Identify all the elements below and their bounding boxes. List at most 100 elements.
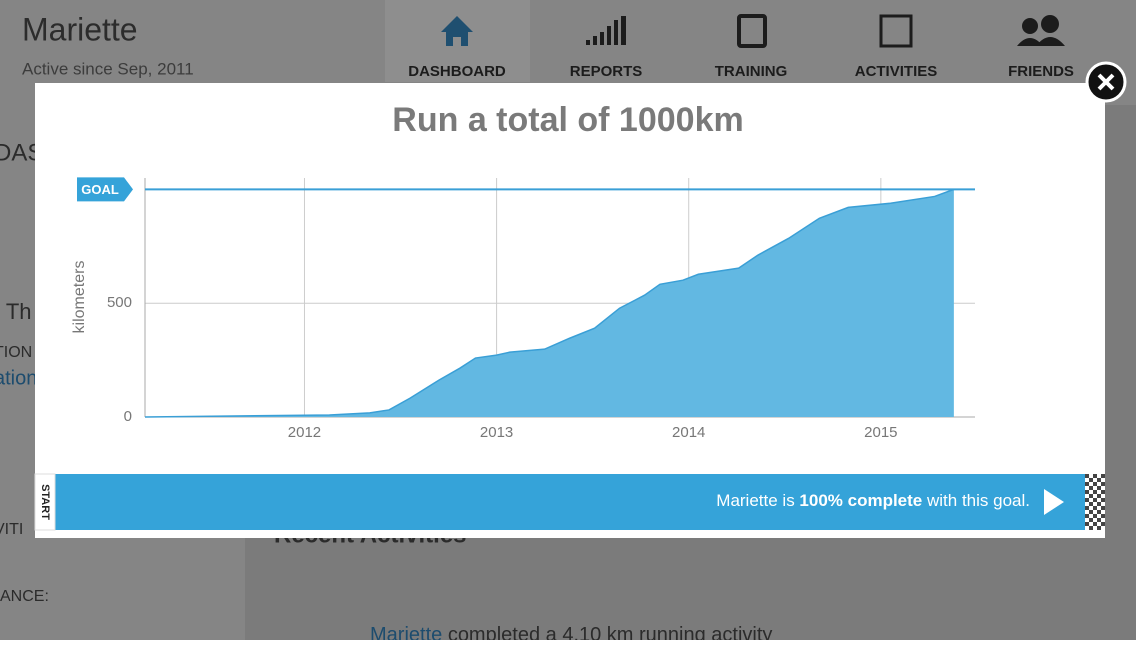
checker-cell — [1093, 490, 1097, 494]
checker-cell — [1089, 526, 1093, 530]
checker-cell — [1085, 526, 1089, 530]
checker-cell — [1101, 474, 1105, 478]
area — [145, 189, 954, 417]
goal-label: GOAL — [81, 182, 119, 197]
user-since: Active since Sep, 2011 — [22, 59, 194, 78]
user-name: Mariette — [22, 11, 138, 47]
checker-cell — [1089, 486, 1093, 490]
x-tick-label: 2014 — [672, 424, 705, 441]
checker-cell — [1093, 502, 1097, 506]
checker-cell — [1101, 486, 1105, 490]
activity-user[interactable]: Mariette — [370, 624, 442, 645]
checker-cell — [1089, 502, 1093, 506]
checker-cell — [1093, 482, 1097, 486]
checker-cell — [1093, 486, 1097, 490]
checker-cell — [1101, 478, 1105, 482]
checker-cell — [1085, 482, 1089, 486]
checker-cell — [1085, 522, 1089, 526]
checker-cell — [1085, 498, 1089, 502]
checker-cell — [1101, 510, 1105, 514]
checker-cell — [1085, 494, 1089, 498]
checker-cell — [1089, 514, 1093, 518]
finish-flag — [1085, 474, 1105, 530]
checker-cell — [1093, 506, 1097, 510]
checker-cell — [1097, 478, 1101, 482]
checker-cell — [1085, 490, 1089, 494]
fragment: VITI — [0, 521, 23, 538]
checker-cell — [1085, 478, 1089, 482]
checker-cell — [1089, 482, 1093, 486]
checker-cell — [1101, 490, 1105, 494]
checker-cell — [1093, 478, 1097, 482]
fragment: ANCE: — [0, 588, 49, 605]
checker-cell — [1093, 474, 1097, 478]
checker-cell — [1089, 522, 1093, 526]
checker-cell — [1085, 514, 1089, 518]
checker-cell — [1093, 518, 1097, 522]
x-tick-label: 2015 — [864, 424, 897, 441]
progress-suffix: with this goal. — [922, 491, 1030, 510]
checker-cell — [1089, 478, 1093, 482]
fragment: TION — [0, 344, 32, 361]
chart-title: Run a total of 1000km — [392, 101, 743, 139]
checker-cell — [1085, 474, 1089, 478]
checker-cell — [1101, 522, 1105, 526]
nav-item[interactable]: FRIENDS — [1008, 63, 1074, 80]
checker-cell — [1097, 518, 1101, 522]
fragment: , Th — [0, 299, 32, 324]
checker-cell — [1101, 502, 1105, 506]
checker-cell — [1089, 518, 1093, 522]
start-strip — [34, 473, 56, 531]
checker-cell — [1101, 526, 1105, 530]
reports-icon — [593, 36, 597, 45]
activity-text: completed a 4.10 km running activity — [448, 624, 773, 640]
checker-cell — [1097, 482, 1101, 486]
checker-cell — [1097, 506, 1101, 510]
checker-cell — [1101, 482, 1105, 486]
checker-cell — [1085, 510, 1089, 514]
checker-cell — [1093, 526, 1097, 530]
reports-icon — [621, 16, 626, 45]
progress-highlight: 100% complete — [799, 491, 922, 510]
checker-cell — [1089, 474, 1093, 478]
activities-icon — [879, 14, 913, 48]
play-arrow[interactable] — [1044, 489, 1064, 515]
checker-cell — [1097, 494, 1101, 498]
nav-item[interactable]: TRAINING — [715, 63, 788, 80]
checker-cell — [1097, 514, 1101, 518]
checker-cell — [1097, 490, 1101, 494]
checker-cell — [1097, 474, 1101, 478]
checker-cell — [1093, 522, 1097, 526]
friends-icon — [1041, 15, 1059, 33]
activity-line: Mariette completed a 4.10 km running act… — [370, 624, 772, 640]
goal-tag — [77, 177, 133, 202]
friends-icon — [1022, 18, 1038, 34]
reports-icon — [614, 20, 618, 45]
reports-icon — [586, 40, 590, 45]
checker-cell — [1089, 506, 1093, 510]
nav: DASHBOARD REPORTS TRAINING ACTIVITIES FR… — [408, 63, 1074, 80]
nav-item[interactable]: ACTIVITIES — [855, 63, 938, 80]
checker-cell — [1101, 498, 1105, 502]
nav-item[interactable]: DASHBOARD — [408, 63, 506, 80]
checker-cell — [1097, 498, 1101, 502]
checker-cell — [1085, 486, 1089, 490]
checker-cell — [1085, 506, 1089, 510]
checker-cell — [1085, 518, 1089, 522]
progress-bar — [55, 474, 1085, 530]
checker-cell — [1101, 514, 1105, 518]
x-tick-label: 2013 — [480, 424, 513, 441]
y-axis-label: kilometers — [71, 261, 88, 334]
chart: 0 500 2012 2013 2014 2015 GOAL — [77, 177, 975, 441]
reports-icon — [607, 26, 611, 45]
checker-cell — [1093, 498, 1097, 502]
y-tick-label: 500 — [107, 294, 132, 311]
nav-item[interactable]: REPORTS — [570, 63, 643, 80]
progress-prefix: Mariette is — [716, 491, 799, 510]
checker-cell — [1097, 526, 1101, 530]
checker-cell — [1093, 494, 1097, 498]
checker-cell — [1101, 518, 1105, 522]
y-tick-label: 0 — [124, 408, 132, 425]
line — [144, 188, 955, 418]
